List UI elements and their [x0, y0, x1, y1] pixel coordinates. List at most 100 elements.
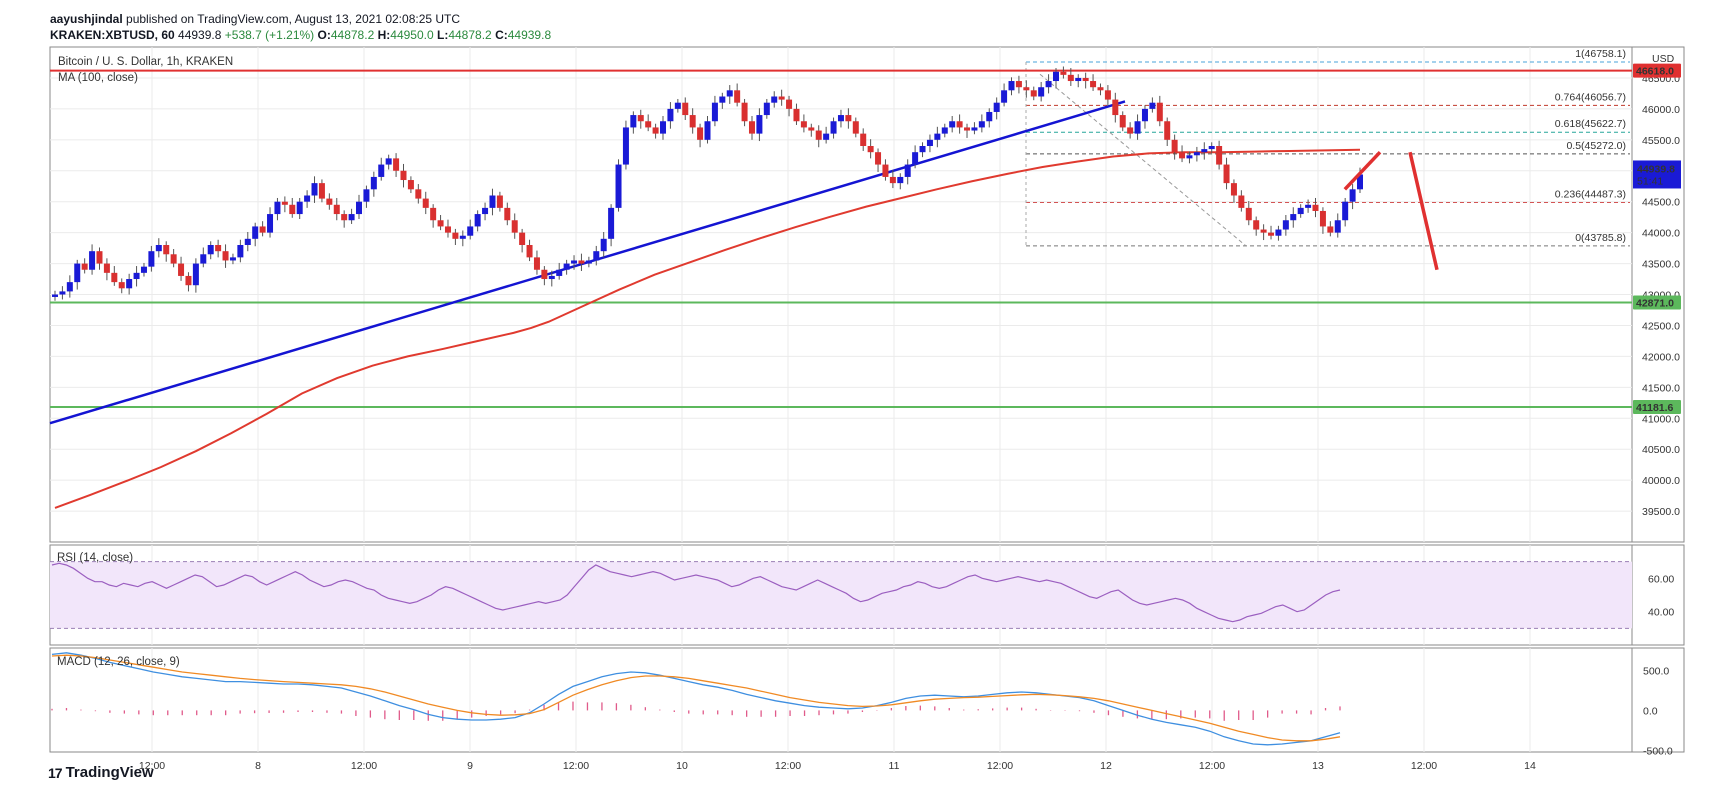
x-tick-label: 9 — [467, 760, 473, 772]
candle-body — [682, 102, 689, 116]
candle-body — [74, 263, 81, 283]
candle-body — [1149, 102, 1156, 109]
publish-line: aayushjindal published on TradingView.co… — [50, 12, 460, 26]
candle-body — [267, 214, 274, 233]
candle-body — [1045, 81, 1052, 88]
candle-body — [956, 121, 963, 128]
x-tick-label: 12:00 — [775, 760, 801, 772]
rsi-y-tick: 60.00 — [1648, 573, 1674, 585]
y-tick-label: 40500.0 — [1642, 444, 1680, 456]
candle-body — [978, 121, 985, 128]
countdown-label: 51:41 — [1637, 175, 1663, 187]
chart-title: Bitcoin / U. S. Dollar, 1h, KRAKEN — [58, 56, 233, 68]
rsi-band — [50, 561, 1632, 629]
support-tag — [1633, 295, 1681, 310]
candle-body — [912, 152, 919, 165]
fib-level-label: 0.764(46056.7) — [1555, 91, 1626, 103]
candle-body — [897, 176, 904, 184]
candle-body — [622, 127, 629, 165]
candle-body — [741, 102, 748, 122]
candle-body — [563, 263, 570, 270]
candle-body — [763, 102, 770, 116]
candle-body — [1282, 220, 1289, 230]
x-tick-label: 8 — [255, 760, 261, 772]
author-name[interactable]: aayushjindal — [50, 12, 123, 26]
candle-body — [697, 127, 704, 140]
candle-body — [578, 260, 585, 264]
macd-legend: MACD (12, 26, close, 9) — [57, 656, 180, 668]
candle-body — [459, 235, 466, 239]
candle-body — [363, 189, 370, 202]
candle-body — [1156, 102, 1163, 122]
candle-body — [103, 263, 110, 273]
candle-body — [949, 121, 956, 128]
candle-body — [229, 257, 236, 261]
candle-body — [1001, 90, 1008, 103]
macd-y-tick: 0.0 — [1643, 705, 1658, 717]
candle-body — [511, 220, 518, 233]
candle-body — [585, 260, 592, 264]
candle-body — [1015, 81, 1022, 88]
candle-body — [815, 130, 822, 140]
low-value: 44878.2 — [448, 28, 492, 42]
candle-body — [934, 133, 941, 140]
macd-pane — [49, 647, 1685, 753]
fib-trend-dashed — [1039, 73, 1247, 247]
candle-body — [793, 108, 800, 122]
candle-body — [1186, 155, 1193, 159]
candle-body — [1312, 204, 1319, 211]
candle-body — [971, 127, 978, 131]
candle-body — [630, 115, 637, 128]
macd-macd-line — [51, 652, 1341, 746]
high-label: H: — [377, 28, 391, 42]
y-tick-label: 44500.0 — [1642, 197, 1680, 209]
y-tick-label: 39500.0 — [1642, 506, 1680, 518]
candle-body — [496, 195, 503, 208]
candle-body — [1038, 87, 1045, 97]
high-value: 44950.0 — [390, 28, 434, 42]
candle-body — [452, 232, 459, 239]
candle-body — [1305, 204, 1312, 208]
x-tick-label: 12:00 — [563, 760, 589, 772]
y-tick-label: 41500.0 — [1642, 382, 1680, 394]
candle-body — [385, 158, 392, 165]
support-tag-label: 41181.6 — [1636, 402, 1674, 414]
candle-body — [1193, 152, 1200, 156]
x-tick-label: 10 — [676, 760, 688, 772]
candle-body — [370, 176, 377, 190]
candle-body — [482, 207, 489, 215]
candle-body — [200, 254, 207, 264]
candle-body — [1097, 87, 1104, 91]
candle-body — [1075, 77, 1082, 82]
candle-body — [1141, 108, 1148, 122]
candle-body — [178, 263, 185, 276]
candle-body — [155, 245, 162, 252]
candle-body — [444, 226, 451, 233]
candle-body — [1208, 146, 1215, 150]
macd-y-tick: -500.0 — [1643, 745, 1673, 757]
price-change: +538.7 (+1.21%) — [224, 28, 315, 42]
candle-body — [734, 90, 741, 103]
candle-body — [207, 245, 214, 255]
candle-body — [1223, 164, 1230, 184]
candle-body — [467, 226, 474, 236]
macd-signal-line — [51, 654, 1341, 742]
candle-body — [311, 183, 318, 196]
x-tick-label: 12:00 — [987, 760, 1013, 772]
candle-body — [304, 195, 311, 202]
tradingview-logo[interactable]: 17 TradingView — [48, 764, 154, 781]
candle-body — [118, 282, 125, 289]
fib-level-label: 0.5(45272.0) — [1566, 140, 1626, 152]
candle-body — [556, 269, 563, 276]
candle-body — [489, 195, 496, 208]
candle-body — [889, 176, 896, 184]
resistance-tag — [1633, 63, 1681, 78]
published-text: published on TradingView.com, August 13,… — [122, 12, 461, 26]
candle-body — [993, 102, 1000, 112]
candle-body — [1090, 81, 1097, 88]
open-label: O: — [317, 28, 331, 42]
candle-body — [215, 245, 222, 252]
candle-body — [222, 251, 229, 261]
candle-body — [140, 266, 147, 273]
